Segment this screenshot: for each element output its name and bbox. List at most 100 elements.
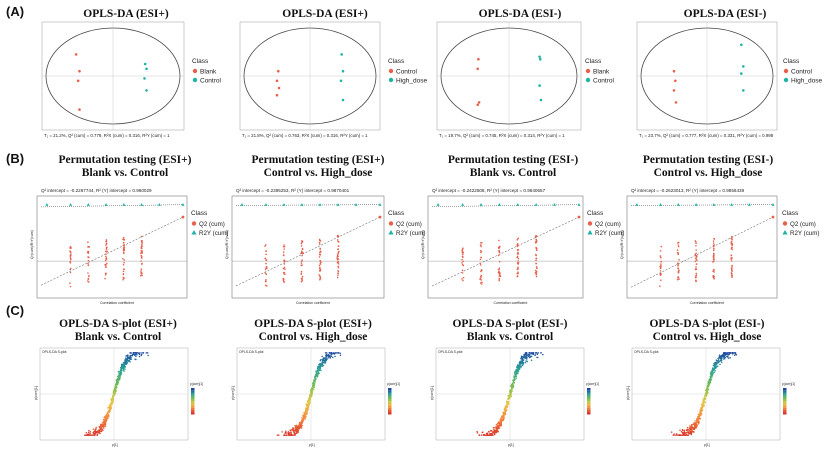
perm-title-1: Permutation testing (ESI+) Blank vs. Cont… — [25, 154, 225, 180]
s-plot-point — [704, 392, 707, 395]
q2-point — [337, 272, 339, 274]
q2-point — [516, 253, 519, 255]
q2-point — [517, 237, 519, 240]
s-plot-point — [492, 426, 495, 429]
q2-point — [300, 280, 303, 283]
q2-point — [337, 240, 339, 243]
s-plot-point — [670, 431, 673, 433]
s-plot-point — [683, 429, 685, 431]
s-plot-point — [139, 352, 141, 354]
permutation-plot-3 — [427, 195, 584, 299]
q2-point — [535, 262, 537, 265]
s-plot-point — [94, 429, 96, 432]
s-plot-point — [702, 405, 705, 407]
s-plot-point — [726, 356, 729, 358]
q2-point — [461, 258, 463, 261]
s-plot-point — [517, 370, 520, 372]
s-plot-point — [145, 352, 148, 354]
q2-point — [337, 252, 340, 255]
s-plot-point — [523, 353, 526, 356]
q2-point — [139, 274, 142, 277]
q2-point — [300, 270, 303, 273]
r2y-point — [659, 203, 663, 206]
x-axis-label: p[1] — [508, 443, 514, 447]
q2-point — [730, 240, 733, 243]
s-plot-point — [703, 397, 706, 399]
colorbar-segment — [783, 388, 787, 391]
s-plot-point — [306, 409, 308, 412]
s-plot-point — [98, 431, 100, 434]
q2-point — [498, 272, 500, 274]
score-point — [476, 103, 480, 107]
s-plot-corner-label: OPLS-DA S-plot — [42, 350, 67, 354]
q2-point — [69, 250, 71, 252]
s-plot-point — [517, 364, 520, 366]
s-plot-point — [722, 355, 724, 358]
s-plot-point — [319, 359, 322, 362]
q2-point — [677, 253, 679, 256]
q2-point — [336, 276, 339, 279]
q2-point — [105, 258, 108, 261]
q2-point — [480, 250, 483, 253]
s-plot-point — [704, 394, 706, 397]
s-plot-point — [323, 357, 325, 359]
s-plot-point — [125, 363, 128, 365]
x-axis-label: Correlation coefficient — [690, 301, 724, 305]
q2-point — [283, 266, 286, 269]
s-plot-point — [520, 357, 522, 360]
s-plot-point — [284, 434, 286, 436]
colorbar-segment — [587, 410, 591, 413]
legend-label: R2Y (cum) — [790, 230, 819, 237]
s-plot-point — [514, 378, 516, 381]
colorbar-segment — [587, 396, 591, 400]
y-axis-label: p(corr)[1] — [34, 386, 38, 400]
q2-point — [140, 255, 143, 258]
q2-point — [535, 257, 537, 260]
q2-point — [498, 250, 501, 252]
q2-point — [105, 257, 108, 259]
s-plot-point — [536, 356, 538, 359]
q2-point — [659, 250, 662, 252]
q2-original-point — [577, 215, 581, 219]
q2-point — [516, 239, 519, 241]
s-plot-point — [134, 352, 136, 354]
colorbar-segment — [388, 390, 392, 393]
s-plot-point — [481, 431, 484, 434]
s-plot-point — [305, 407, 308, 410]
q2-point — [731, 274, 733, 277]
legend-marker — [191, 221, 197, 226]
s-plot-point — [525, 354, 527, 356]
s-plot-point — [306, 404, 308, 407]
s-plot-point — [498, 421, 501, 424]
s-plot-point — [493, 428, 495, 430]
permutation-plot-4 — [626, 195, 778, 299]
s-plot-point — [125, 357, 127, 359]
s-plot-point — [694, 423, 697, 426]
q2-point — [534, 272, 537, 274]
s-plot-point — [706, 391, 708, 394]
s-plot-point — [140, 354, 142, 357]
s-plot-point — [126, 357, 129, 359]
q2-point — [141, 242, 143, 244]
s-plot-point — [289, 429, 291, 431]
s-plot-point — [298, 421, 301, 424]
s-plot-point — [717, 359, 720, 361]
q2-point — [535, 275, 538, 278]
s-plot-point — [314, 375, 317, 378]
s-plot-point — [302, 415, 305, 418]
q2-point — [479, 264, 482, 266]
q2-point — [337, 248, 339, 251]
legend-title: Class — [782, 210, 799, 217]
splot-title-2-line1: OPLS-DA S-plot (ESI+) — [254, 318, 372, 330]
s-plot-point — [325, 352, 328, 354]
s-plot-point — [683, 434, 685, 436]
s-plot-point — [703, 398, 706, 400]
legend-label: Q2 (cum) — [790, 221, 816, 228]
q2-point — [712, 240, 715, 242]
s-plot-point — [694, 422, 697, 425]
colorbar-title: p(corr)[1] — [387, 382, 400, 386]
s-plot-point — [306, 403, 309, 406]
score-plot-1 — [41, 21, 185, 131]
s-plot-point — [485, 434, 487, 436]
s-plot-point — [680, 434, 682, 436]
